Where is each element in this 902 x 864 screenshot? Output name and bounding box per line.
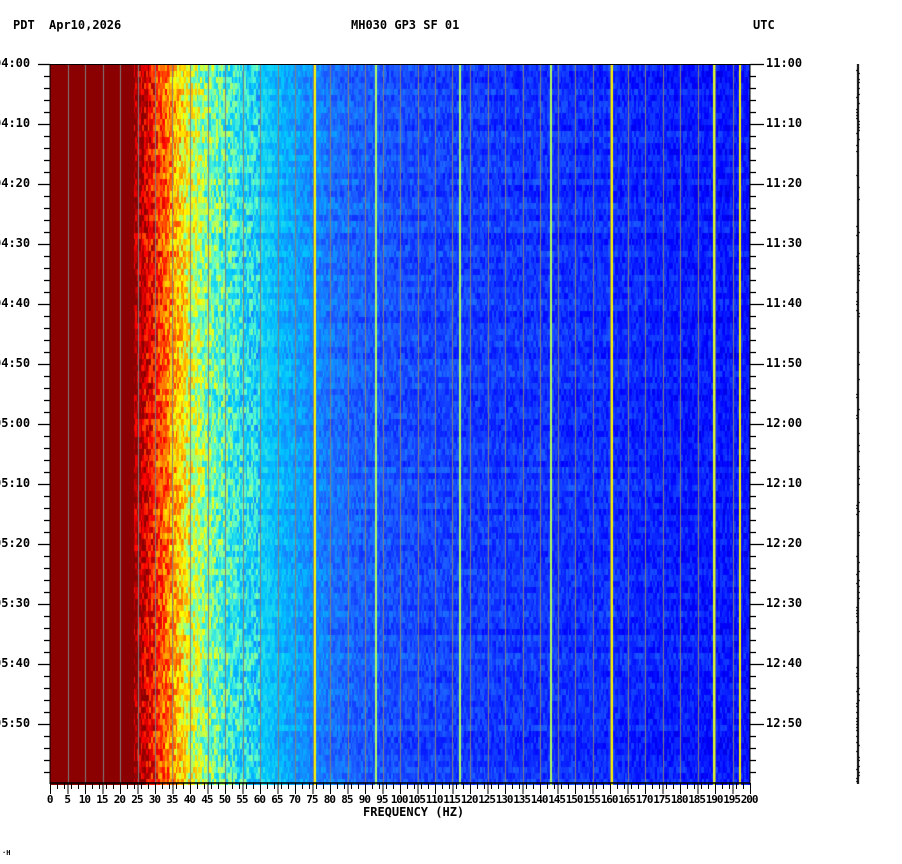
footer-glyph: ·H: [2, 849, 11, 857]
left-time-tick-label: 04:20: [0, 176, 31, 190]
right-time-tick-label: 12:10: [766, 476, 803, 490]
left-time-tick-label: 05:00: [0, 416, 31, 430]
frequency-tick-label: 140: [530, 793, 549, 806]
frequency-tick-label: 65: [271, 793, 283, 806]
left-time-tick-label: 04:40: [0, 296, 31, 310]
frequency-tick-label: 70: [288, 793, 301, 806]
spectrogram-plot: [50, 64, 750, 785]
frequency-tick-label: 75: [306, 793, 318, 806]
right-time-tick-label: 11:50: [766, 356, 803, 370]
frequency-tick-label: 90: [358, 793, 371, 806]
frequency-tick-label: 200: [740, 793, 759, 806]
frequency-tick-label: 160: [600, 793, 619, 806]
frequency-tick-label: 195: [723, 793, 741, 806]
timezone-right-label: UTC: [753, 18, 775, 32]
frequency-tick-label: 165: [618, 793, 636, 806]
frequency-tick-label: 110: [425, 793, 444, 806]
frequency-axis-title: FREQUENCY (HZ): [363, 805, 465, 819]
frequency-tick-label: 115: [443, 793, 461, 806]
frequency-tick-label: 25: [131, 793, 143, 806]
right-time-axis: [749, 63, 764, 784]
frequency-tick-label: 40: [183, 793, 196, 806]
frequency-tick-label: 60: [253, 793, 266, 806]
frequency-tick-label: 95: [376, 793, 388, 806]
frequency-tick-label: 35: [166, 793, 178, 806]
frequency-tick-label: 85: [341, 793, 353, 806]
left-time-tick-label: 04:50: [0, 356, 31, 370]
frequency-tick-label: 15: [96, 793, 108, 806]
frequency-tick-label: 130: [495, 793, 514, 806]
left-time-tick-label: 05:40: [0, 656, 31, 670]
timezone-left-label: PDT: [13, 18, 35, 32]
frequency-tick-label: 80: [323, 793, 336, 806]
frequency-tick-label: 155: [583, 793, 601, 806]
station-title: MH030 GP3 SF 01: [351, 18, 460, 32]
frequency-tick-label: 55: [236, 793, 248, 806]
right-time-tick-label: 11:00: [766, 56, 803, 70]
frequency-tick-label: 0: [46, 793, 54, 806]
frequency-tick-label: 125: [478, 793, 496, 806]
left-time-tick-label: 05:50: [0, 716, 31, 730]
frequency-tick-label: 180: [670, 793, 689, 806]
frequency-tick-label: 135: [513, 793, 531, 806]
frequency-tick-label: 145: [548, 793, 566, 806]
right-time-tick-label: 11:20: [766, 176, 803, 190]
frequency-tick-label: 20: [113, 793, 126, 806]
frequency-tick-label: 120: [460, 793, 479, 806]
left-time-tick-label: 05:20: [0, 536, 31, 550]
frequency-tick-label: 190: [705, 793, 724, 806]
left-time-axis: [38, 63, 51, 784]
frequency-axis: [50, 782, 751, 794]
right-time-tick-label: 12:30: [766, 596, 803, 610]
right-time-tick-label: 12:50: [766, 716, 803, 730]
right-time-tick-label: 11:30: [766, 236, 803, 250]
frequency-tick-label: 185: [688, 793, 706, 806]
left-time-tick-label: 05:30: [0, 596, 31, 610]
left-time-tick-label: 05:10: [0, 476, 31, 490]
frequency-tick-label: 50: [218, 793, 231, 806]
frequency-tick-label: 175: [653, 793, 671, 806]
spectrogram-canvas: [50, 65, 750, 785]
frequency-tick-label: 10: [78, 793, 91, 806]
left-time-tick-label: 04:30: [0, 236, 31, 250]
frequency-tick-label: 30: [148, 793, 161, 806]
left-time-tick-label: 04:10: [0, 116, 31, 130]
right-time-tick-label: 11:10: [766, 116, 803, 130]
frequency-tick-label: 105: [408, 793, 426, 806]
frequency-tick-label: 45: [201, 793, 213, 806]
date-label: Apr10,2026: [49, 18, 122, 32]
frequency-tick-label: 100: [390, 793, 409, 806]
seismic-trace-strip: [856, 64, 860, 784]
right-time-tick-label: 11:40: [766, 296, 803, 310]
left-time-tick-label: 04:00: [0, 56, 31, 70]
right-time-tick-label: 12:40: [766, 656, 803, 670]
frequency-tick-label: 150: [565, 793, 584, 806]
frequency-tick-label: 5: [64, 793, 71, 806]
right-time-tick-label: 12:20: [766, 536, 803, 550]
right-time-tick-label: 12:00: [766, 416, 803, 430]
frequency-tick-label: 170: [635, 793, 654, 806]
